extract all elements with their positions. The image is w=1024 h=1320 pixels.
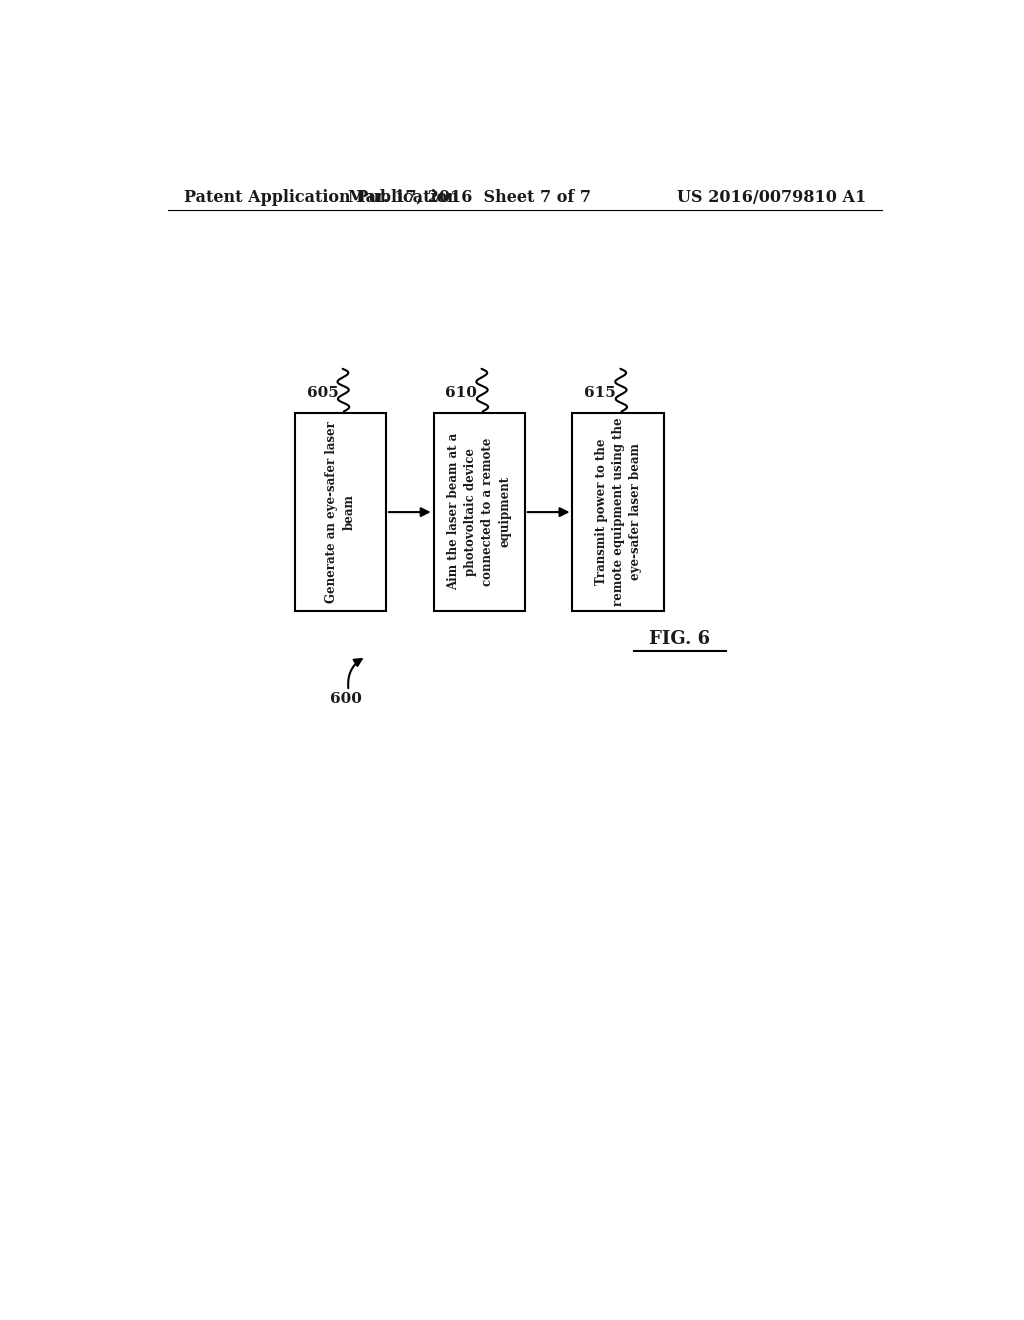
Text: Aim the laser beam at a
photovoltaic device
connected to a remote
equipment: Aim the laser beam at a photovoltaic dev… — [447, 433, 511, 590]
Text: 600: 600 — [331, 692, 362, 706]
Text: Mar. 17, 2016  Sheet 7 of 7: Mar. 17, 2016 Sheet 7 of 7 — [348, 189, 591, 206]
Text: FIG. 6: FIG. 6 — [649, 630, 710, 648]
Text: 615: 615 — [585, 387, 616, 400]
Text: 605: 605 — [306, 387, 338, 400]
Text: Transmit power to the
remote equipment using the
eye-safer laser beam: Transmit power to the remote equipment u… — [595, 417, 642, 606]
Text: 610: 610 — [445, 387, 477, 400]
Text: Patent Application Publication: Patent Application Publication — [183, 189, 459, 206]
Text: Generate an eye-safer laser
beam: Generate an eye-safer laser beam — [326, 421, 355, 602]
FancyBboxPatch shape — [295, 412, 386, 611]
Text: US 2016/0079810 A1: US 2016/0079810 A1 — [677, 189, 866, 206]
FancyBboxPatch shape — [433, 412, 524, 611]
FancyBboxPatch shape — [572, 412, 664, 611]
